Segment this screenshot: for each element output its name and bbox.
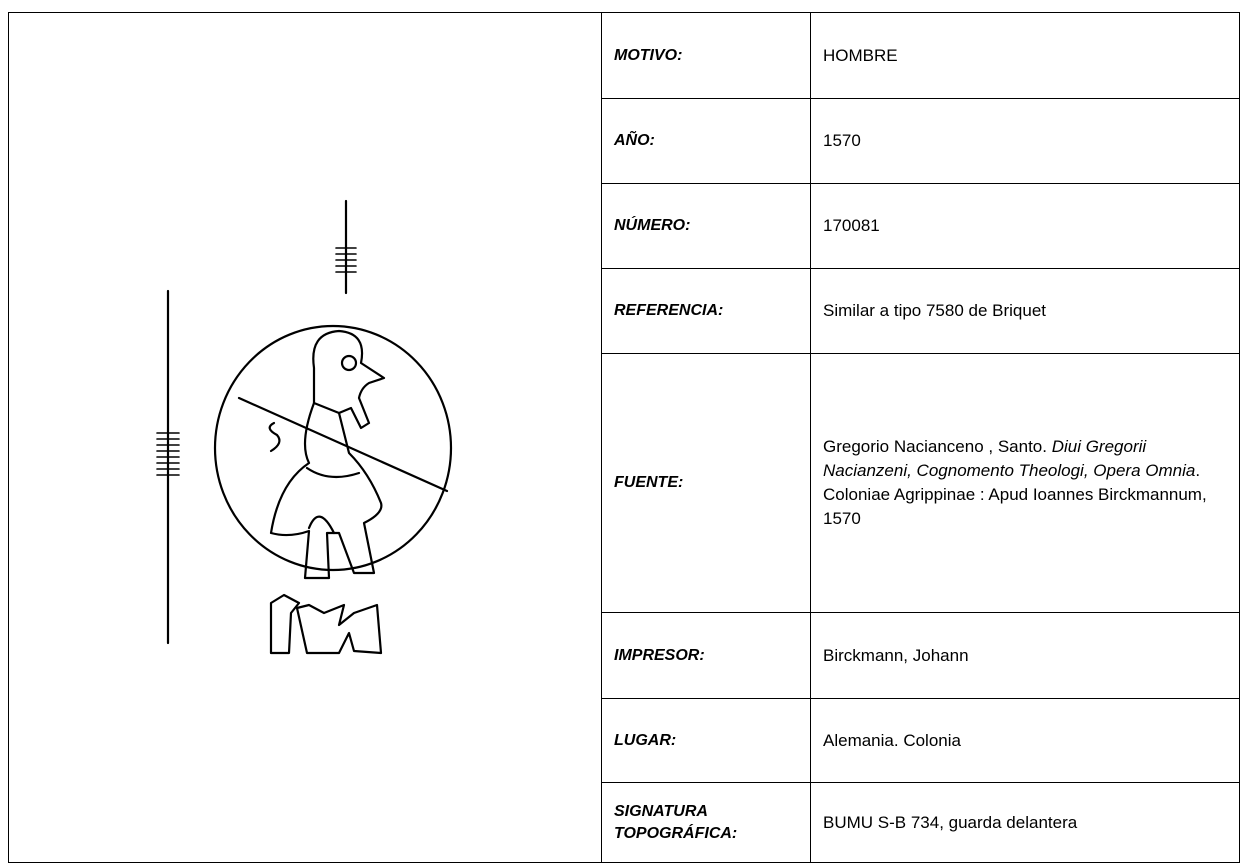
watermark-panel (8, 12, 601, 863)
info-table: MOTIVO: HOMBRE AÑO: 1570 NÚMERO: 170081 REFERE… (601, 12, 1240, 863)
table-row: AÑO: 1570 (601, 98, 1240, 184)
row-value: Alemania. Colonia (810, 698, 1240, 783)
watermark-drawing (156, 199, 453, 655)
row-label: REFERENCIA: (601, 268, 811, 354)
value-text: Gregorio Nacianceno , Santo. (823, 437, 1052, 456)
row-value: 1570 (810, 98, 1240, 184)
row-value: Gregorio Nacianceno , Santo. Diui Gregor… (810, 353, 1240, 613)
row-value: BUMU S-B 734, guarda delantera (810, 782, 1240, 863)
table-row: IMPRESOR: Birckmann, Johann (601, 612, 1240, 699)
value-text: . Coloniae Agrippinae : Apud Ioannes Bir… (823, 461, 1207, 528)
table-row: MOTIVO: HOMBRE (601, 12, 1240, 99)
row-label: SIGNATURA TOPOGRÁFICA: (601, 782, 811, 863)
row-value: Birckmann, Johann (810, 612, 1240, 699)
row-label: LUGAR: (601, 698, 811, 783)
row-label: FUENTE: (601, 353, 811, 613)
row-label: NÚMERO: (601, 183, 811, 269)
row-value: Similar a tipo 7580 de Briquet (810, 268, 1240, 354)
table-row: REFERENCIA: Similar a tipo 7580 de Brique… (601, 268, 1240, 354)
row-value: HOMBRE (810, 12, 1240, 99)
row-value: 170081 (810, 183, 1240, 269)
row-label: IMPRESOR: (601, 612, 811, 699)
table-row: LUGAR: Alemania. Colonia (601, 698, 1240, 783)
row-label: MOTIVO: (601, 12, 811, 99)
table-row: SIGNATURA TOPOGRÁFICA: BUMU S-B 734, guar… (601, 782, 1240, 863)
table-row: FUENTE: Gregorio Nacianceno , Santo. Diui… (601, 353, 1240, 613)
table-row: NÚMERO: 170081 (601, 183, 1240, 269)
value-text: Diui Gregorii Nacianzeni, Cognomento The… (823, 437, 1196, 480)
row-label: AÑO: (601, 98, 811, 184)
